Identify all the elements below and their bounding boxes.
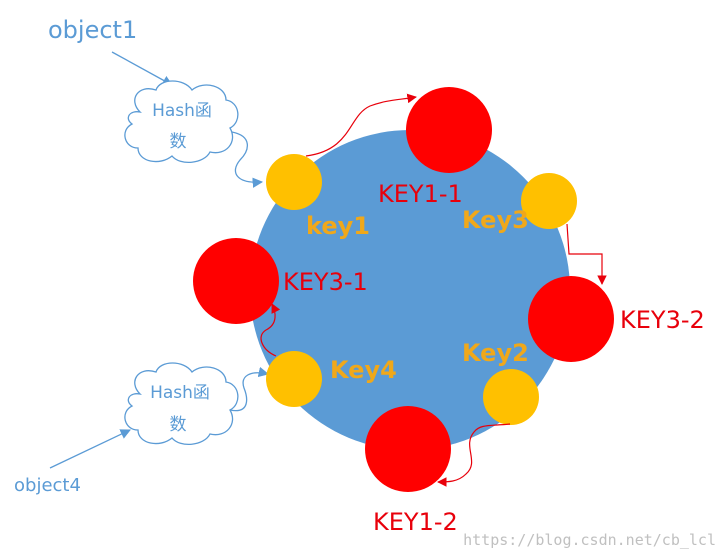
arrow-hash-to-key1 (231, 131, 264, 188)
virtual-node-key1-1-label: KEY1-1 (378, 180, 463, 208)
key2-label: Key2 (462, 339, 529, 367)
virtual-node-key3-1 (193, 238, 279, 324)
arrow-key3-to-key3-2 (566, 223, 607, 285)
watermark: https://blog.csdn.net/cb_lcl (463, 531, 716, 549)
virtual-node-key1-2 (365, 406, 451, 492)
key1-label: key1 (306, 212, 370, 240)
virtual-node-key1-2-label: KEY1-2 (373, 508, 458, 536)
hash-ring (250, 130, 570, 450)
object4-label: object4 (14, 475, 81, 496)
key4-node (266, 351, 322, 407)
hash-function-cloud-top: Hash函 数 (124, 80, 239, 163)
virtual-node-key3-2-label: KEY3-2 (620, 306, 705, 334)
hash-function-label-bottom-line1: Hash函 (150, 383, 210, 403)
arrow-object4-to-hash (49, 429, 131, 469)
virtual-node-key1-1 (406, 87, 492, 173)
arrow-object1-to-hash (111, 51, 173, 86)
key4-label: Key4 (330, 356, 397, 384)
key3-node (521, 173, 577, 229)
object1-label: object1 (48, 16, 137, 44)
hash-function-cloud-bottom: Hash函 数 (124, 362, 239, 445)
arrow-hash-to-key4 (229, 366, 270, 412)
hash-function-label-bottom-line2: 数 (170, 415, 187, 435)
key1-node (266, 154, 322, 210)
key2-node (483, 369, 539, 425)
virtual-node-key3-1-label: KEY3-1 (283, 268, 368, 296)
key3-label: Key3 (462, 206, 529, 234)
hash-function-label-top-line2: 数 (170, 132, 187, 152)
arrow-key2-to-key1-2 (437, 423, 511, 487)
virtual-node-key3-2 (528, 276, 614, 362)
arrow-key1-to-key1-1 (305, 93, 417, 157)
arrow-key4-to-key3-1 (260, 303, 281, 357)
hash-function-label-top-line1: Hash函 (152, 101, 212, 121)
